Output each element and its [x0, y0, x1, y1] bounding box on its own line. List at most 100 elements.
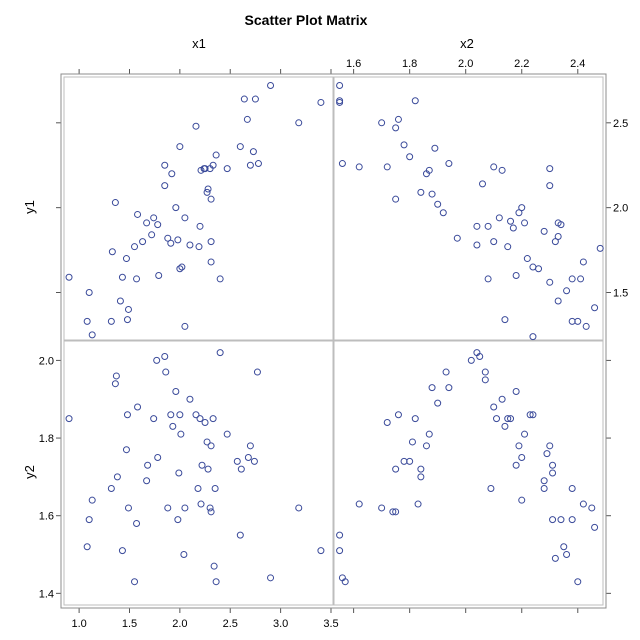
data-point-y2-x1-43: [207, 442, 215, 450]
data-point-y2-x1-0: [65, 415, 73, 423]
data-point-y1-x2-0: [336, 81, 344, 89]
data-point-y2-x1-8: [118, 547, 126, 555]
data-point-y1-x2-57: [579, 258, 587, 266]
data-point-y2-x2-16: [417, 465, 425, 473]
data-point-y1-x2-15: [425, 166, 433, 174]
data-point-y2-x1-41: [206, 504, 214, 512]
panel-y2-vs-x2: [333, 340, 604, 606]
data-point-y1-x1-39: [201, 165, 209, 173]
data-point-y2-x2-18: [422, 442, 430, 450]
y2-tick-label: 1.4: [39, 588, 54, 600]
data-point-y2-x2-14: [411, 415, 419, 423]
data-point-y2-x2-23: [445, 384, 453, 392]
data-point-y2-x2-54: [563, 551, 571, 559]
data-point-y2-x1-12: [131, 578, 139, 586]
data-point-y2-x1-17: [150, 415, 158, 423]
data-point-y1-x1-53: [246, 161, 254, 169]
data-point-y2-x1-14: [134, 403, 142, 411]
data-point-y1-x2-44: [546, 182, 554, 190]
data-point-y1-x1-21: [161, 161, 169, 169]
data-point-y1-x2-9: [394, 115, 402, 123]
data-point-y2-x1-44: [209, 415, 217, 423]
data-point-y2-x1-47: [212, 578, 220, 586]
panel-y1-vs-x2: [333, 76, 604, 341]
y2-tick-label: 1.8: [39, 433, 54, 445]
data-point-y1-x2-39: [523, 255, 531, 263]
data-point-y1-x2-37: [518, 204, 526, 212]
data-point-y2-x1-50: [233, 457, 241, 465]
data-point-y1-x1-12: [131, 243, 139, 251]
data-point-y2-x1-23: [167, 411, 175, 419]
x2-tick-label: 1.6: [346, 58, 361, 70]
data-point-y1-x1-54: [249, 148, 257, 156]
data-point-y1-x2-11: [406, 153, 414, 161]
data-point-y1-x2-6: [383, 163, 391, 171]
data-point-y1-x1-59: [317, 98, 325, 106]
data-point-y2-x2-38: [515, 442, 523, 450]
data-point-y2-x2-60: [591, 523, 599, 531]
data-point-y2-x2-22: [442, 368, 450, 376]
y2-tick-label: 1.6: [39, 511, 54, 523]
data-point-y2-x1-33: [192, 411, 200, 419]
x1-tick-label: 2.5: [223, 618, 238, 630]
data-point-y1-x1-0: [65, 273, 73, 281]
column-label-x1: x1: [192, 36, 206, 51]
data-point-y2-x2-29: [487, 485, 495, 493]
data-point-y1-x2-10: [400, 141, 408, 149]
x2-tick-label: 2.4: [570, 58, 585, 70]
data-point-y1-x2-4: [355, 163, 363, 171]
data-point-y1-x1-43: [207, 195, 215, 203]
data-point-y2-x1-10: [123, 411, 131, 419]
data-point-y2-x1-45: [210, 562, 218, 570]
data-point-y1-x2-24: [479, 180, 487, 188]
data-point-y2-x1-46: [211, 485, 219, 493]
data-point-y2-x1-49: [223, 430, 231, 438]
x2-tick-label: 1.8: [402, 58, 417, 70]
data-point-y1-x1-37: [195, 243, 203, 251]
data-point-y2-x2-12: [406, 457, 414, 465]
data-point-y1-x2-55: [574, 317, 582, 325]
y1-tick-label: 1.5: [613, 287, 628, 299]
data-point-y2-x2-37: [512, 387, 520, 395]
data-point-y2-x1-58: [295, 504, 303, 512]
data-point-y1-x1-11: [122, 255, 130, 263]
data-point-y1-x1-50: [236, 143, 244, 151]
data-point-y1-x2-43: [540, 227, 548, 235]
data-point-y2-x1-26: [174, 516, 182, 524]
data-point-y2-x2-48: [549, 469, 557, 477]
data-point-y1-x2-32: [504, 243, 512, 251]
data-point-y2-x2-24: [467, 356, 475, 364]
data-point-y1-x2-8: [392, 124, 400, 132]
data-point-y2-x2-40: [518, 496, 526, 504]
data-point-y1-x1-4: [107, 317, 115, 325]
data-point-y2-x2-47: [546, 442, 554, 450]
data-point-y1-x2-58: [582, 322, 590, 330]
data-point-y2-x1-38: [201, 419, 209, 427]
data-point-y1-x2-3: [338, 160, 346, 168]
data-point-y1-x2-25: [484, 275, 492, 283]
data-point-y2-x1-13: [133, 519, 141, 527]
data-point-y2-x1-35: [196, 415, 204, 423]
data-point-y1-x2-33: [507, 217, 515, 225]
data-point-y1-x2-50: [554, 297, 562, 305]
data-point-y2-x2-51: [551, 554, 559, 562]
x1-tick-label: 3.0: [273, 618, 288, 630]
data-point-y1-x2-19: [439, 209, 447, 217]
data-point-y2-x2-7: [389, 508, 397, 516]
data-point-y2-x2-27: [481, 368, 489, 376]
data-point-y2-x2-57: [574, 578, 582, 586]
data-point-y1-x2-16: [428, 190, 436, 198]
data-point-y1-x2-60: [596, 244, 604, 252]
data-point-y2-x1-55: [250, 457, 258, 465]
data-point-y2-x1-48: [216, 349, 224, 357]
data-point-y1-x1-56: [254, 160, 262, 168]
data-point-y1-x1-57: [267, 81, 275, 89]
data-point-y2-x2-21: [434, 399, 442, 407]
data-point-y2-x2-44: [540, 477, 548, 485]
row-label-y2: y2: [22, 465, 37, 479]
data-point-y2-x1-9: [122, 446, 130, 454]
data-point-y1-x1-33: [186, 241, 194, 249]
data-point-y1-x1-1: [85, 288, 93, 296]
y1-tick-label: 2.0: [613, 203, 628, 215]
